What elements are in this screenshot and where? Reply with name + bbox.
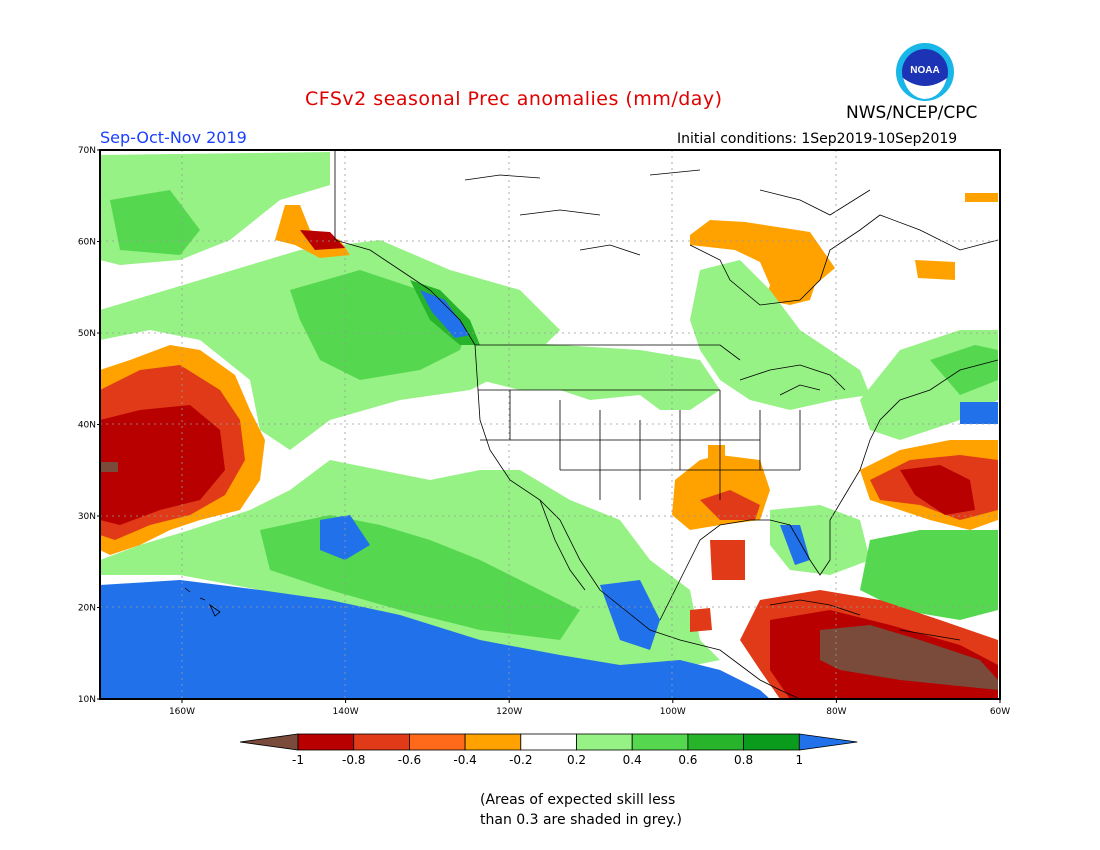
colorbar-label: -0.4 xyxy=(453,753,476,767)
colorbar-label: 0.4 xyxy=(623,753,642,767)
colorbar: -1 -0.8 -0.6 -0.4 -0.2 0.2 0.4 0.6 0.8 1 xyxy=(239,733,858,767)
latitude-labels: 70N 60N 50N 40N 30N 20N 10N xyxy=(78,146,100,705)
colorbar-segment xyxy=(631,733,689,751)
colorbar-segment xyxy=(408,733,466,751)
graticule xyxy=(100,150,1000,699)
footnote-line-2: than 0.3 are shaded in grey.) xyxy=(480,812,683,828)
agency-label: NWS/NCEP/CPC xyxy=(846,103,978,123)
colorbar-label: 0.2 xyxy=(567,753,586,767)
colorbar-label: -0.6 xyxy=(398,753,421,767)
forecast-period: Sep-Oct-Nov 2019 xyxy=(100,128,247,147)
lon-label: 140W xyxy=(333,707,359,717)
lon-label: 60W xyxy=(990,707,1010,717)
colorbar-label: 0.6 xyxy=(678,753,697,767)
lat-label: 30N xyxy=(78,512,96,522)
colorbar-segment xyxy=(576,733,633,751)
anomaly-field xyxy=(100,152,998,699)
colorbar-segment xyxy=(464,733,522,751)
colorbar-segment xyxy=(520,733,577,751)
colorbar-segment xyxy=(687,733,745,751)
colorbar-segment xyxy=(297,733,355,751)
colorbar-label: 0.8 xyxy=(734,753,753,767)
lon-label: 160W xyxy=(169,707,195,717)
initial-conditions: Initial conditions: 1Sep2019-10Sep2019 xyxy=(677,131,958,147)
lat-label: 60N xyxy=(78,238,96,248)
colorbar-left-arrow xyxy=(239,733,299,751)
colorbar-right-arrow xyxy=(798,733,858,751)
skill-footnote: (Areas of expected skill less than 0.3 a… xyxy=(480,790,682,830)
colorbar-segment xyxy=(353,733,410,751)
lon-label: 100W xyxy=(660,707,686,717)
coastlines xyxy=(184,150,999,699)
colorbar-segment xyxy=(743,733,800,751)
footnote-line-1: (Areas of expected skill less xyxy=(480,792,676,808)
lat-label: 40N xyxy=(78,421,96,431)
lon-label: 120W xyxy=(496,707,522,717)
longitude-labels: 160W 140W 120W 100W 80W 60W xyxy=(169,699,1010,717)
lon-label: 80W xyxy=(826,707,846,717)
colorbar-label: -0.2 xyxy=(509,753,532,767)
colorbar-label: -1 xyxy=(292,753,304,767)
logo-text: NOAA xyxy=(910,65,939,76)
lat-label: 10N xyxy=(78,695,96,705)
lat-label: 70N xyxy=(78,146,96,156)
colorbar-label: 1 xyxy=(795,753,803,767)
lat-label: 20N xyxy=(78,604,96,614)
map-title: CFSv2 seasonal Prec anomalies (mm/day) xyxy=(305,88,723,110)
noaa-logo: NOAA xyxy=(896,43,954,101)
lat-label: 50N xyxy=(78,329,96,339)
colorbar-label: -0.8 xyxy=(342,753,365,767)
